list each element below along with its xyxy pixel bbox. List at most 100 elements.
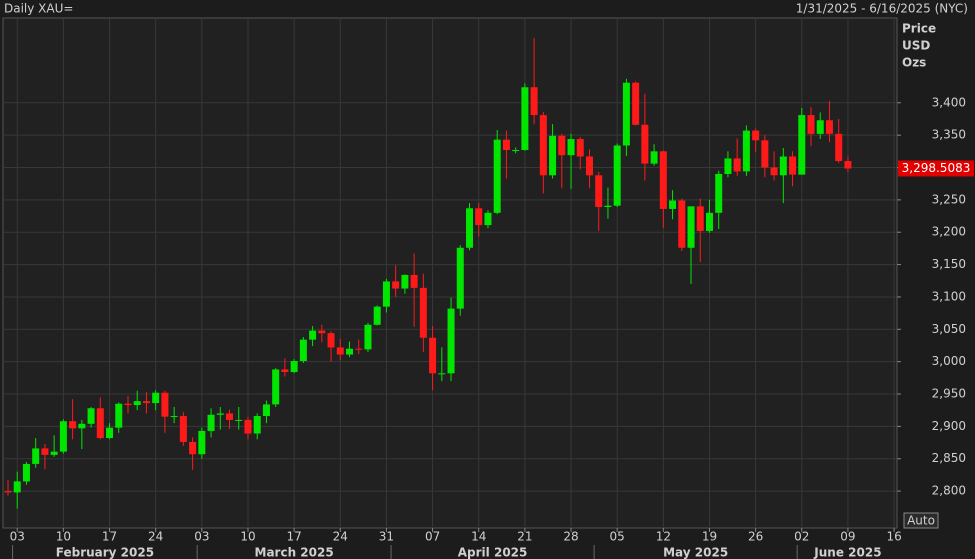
candle-body <box>355 348 363 350</box>
x-tick-label: 14 <box>471 530 486 544</box>
month-label: March 2025 <box>255 546 334 559</box>
x-tick-label: 02 <box>794 530 809 544</box>
auto-button[interactable] <box>903 512 939 529</box>
candle-body <box>13 481 21 493</box>
candle-body <box>622 82 630 146</box>
candle-body <box>779 156 787 176</box>
auto-button-label[interactable]: Auto <box>907 514 935 528</box>
candle-body <box>789 156 797 175</box>
candle-body <box>502 139 510 151</box>
candle-body <box>549 135 557 176</box>
month-label: June 2025 <box>813 546 881 559</box>
candle-body <box>336 347 344 355</box>
candle-body <box>696 206 704 231</box>
candle-body <box>106 427 114 439</box>
candle-body <box>715 173 723 213</box>
candle-body <box>733 158 741 172</box>
candle-body <box>466 208 473 248</box>
candle-body <box>530 87 538 116</box>
candle-body <box>309 330 317 340</box>
x-tick-label: 21 <box>517 530 532 544</box>
candle-body <box>475 208 483 226</box>
x-tick-label: 03 <box>10 530 25 544</box>
candle-body <box>493 139 501 213</box>
candle-body <box>262 404 270 417</box>
candle-body <box>429 337 437 374</box>
x-tick-label: 10 <box>240 530 255 544</box>
y-tick-label: 3,400 <box>932 95 966 109</box>
candle-body <box>659 151 667 209</box>
candle-body <box>761 140 769 168</box>
axis-label: Ozs <box>902 56 926 70</box>
last-price-label: 3,298.5083 <box>902 161 971 175</box>
candle-body <box>419 287 427 338</box>
candle-body <box>650 151 658 164</box>
y-tick-label: 2,900 <box>932 419 966 433</box>
x-tick-label: 05 <box>610 530 625 544</box>
candle-body <box>124 403 132 406</box>
candle-body <box>346 348 354 355</box>
candle-body <box>133 401 141 406</box>
candle-body <box>96 408 104 439</box>
date-range: 1/31/2025 - 6/16/2025 (NYC) <box>796 2 968 16</box>
candle-body <box>318 330 326 334</box>
y-tick-label: 3,200 <box>932 225 966 239</box>
candle-body <box>438 373 446 375</box>
y-tick-label: 3,250 <box>932 192 966 206</box>
candle-body <box>382 281 390 307</box>
candle-body <box>299 339 307 362</box>
month-label: February 2025 <box>56 546 154 559</box>
candle-body <box>844 161 852 169</box>
x-tick-label: 10 <box>56 530 71 544</box>
candle-body <box>392 281 400 289</box>
plot-area <box>2 17 898 529</box>
candle-body <box>281 369 289 373</box>
candle-body <box>32 448 40 464</box>
y-tick-label: 2,950 <box>932 387 966 401</box>
month-label: May 2025 <box>663 546 728 559</box>
candle-body <box>604 205 612 207</box>
candle-body <box>705 212 713 231</box>
last-price-box <box>898 160 974 177</box>
candle-body <box>179 416 187 442</box>
y-tick-label: 3,000 <box>932 354 966 368</box>
candle-body <box>798 115 806 175</box>
candle-body <box>161 392 169 417</box>
axis-label: Price <box>902 22 936 36</box>
candle-body <box>752 130 760 141</box>
x-tick-label: 24 <box>148 530 163 544</box>
candle-body <box>235 419 243 421</box>
candle-body <box>115 403 123 428</box>
candle-body <box>521 87 529 151</box>
x-tick-label: 28 <box>563 530 578 544</box>
candle-body <box>50 451 58 455</box>
y-tick-label: 2,800 <box>932 484 966 498</box>
candle-body <box>189 441 197 455</box>
candle-body <box>78 423 86 429</box>
candle-body <box>4 491 12 493</box>
candle-body <box>198 430 206 455</box>
candle-body <box>576 139 584 157</box>
candle-body <box>59 421 67 452</box>
candle-body <box>373 306 381 325</box>
axis-label: USD <box>902 39 930 53</box>
candle-body <box>244 419 252 434</box>
candle-body <box>456 247 464 309</box>
candle-body <box>613 145 621 206</box>
candle-body <box>272 369 280 405</box>
candle-body <box>401 274 409 289</box>
y-tick-label: 2,850 <box>932 451 966 465</box>
candle-body <box>669 200 677 209</box>
x-tick-label: 26 <box>748 530 763 544</box>
candle-body <box>142 401 150 404</box>
x-tick-label: 12 <box>656 530 671 544</box>
candle-body <box>835 133 843 162</box>
candle-body <box>585 156 593 176</box>
x-tick-label: 17 <box>286 530 301 544</box>
candle-body <box>724 158 732 174</box>
x-tick-label: 09 <box>840 530 855 544</box>
candle-body <box>22 463 30 482</box>
candle-body <box>152 392 160 404</box>
candle-body <box>567 139 575 156</box>
